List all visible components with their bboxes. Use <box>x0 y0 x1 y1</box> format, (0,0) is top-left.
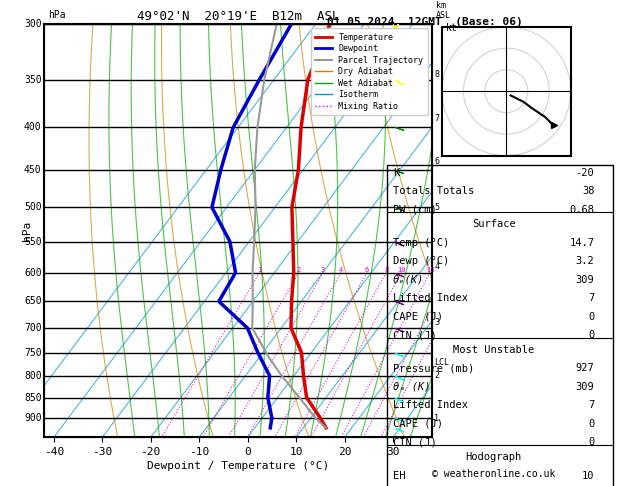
X-axis label: Dewpoint / Temperature (°C): Dewpoint / Temperature (°C) <box>147 461 329 471</box>
Text: 309: 309 <box>576 275 594 285</box>
Text: 700: 700 <box>24 323 42 333</box>
Text: Lifted Index: Lifted Index <box>393 293 468 303</box>
Text: 300: 300 <box>24 19 42 29</box>
Text: kt: kt <box>446 23 458 33</box>
Text: 7: 7 <box>588 293 594 303</box>
Text: 2: 2 <box>297 267 301 273</box>
Text: 600: 600 <box>24 268 42 278</box>
Text: 38: 38 <box>582 186 594 196</box>
Text: LCL: LCL <box>434 358 449 366</box>
Text: EH: EH <box>393 470 406 481</box>
Text: 10: 10 <box>397 267 406 273</box>
Text: 6: 6 <box>365 267 369 273</box>
Text: 0: 0 <box>588 330 594 340</box>
Text: Dewp (°C): Dewp (°C) <box>393 256 449 266</box>
Text: 900: 900 <box>24 413 42 423</box>
Text: 3: 3 <box>434 318 439 327</box>
Text: 10: 10 <box>582 470 594 481</box>
Text: Lifted Index: Lifted Index <box>393 400 468 410</box>
Text: Surface: Surface <box>472 219 516 229</box>
Text: 927: 927 <box>576 364 594 373</box>
Text: 8: 8 <box>384 267 388 273</box>
Text: CIN (J): CIN (J) <box>393 437 437 447</box>
Text: 4: 4 <box>339 267 343 273</box>
Text: 7: 7 <box>588 400 594 410</box>
Text: 1: 1 <box>434 414 439 422</box>
Text: 01.05.2024  12GMT  (Base: 06): 01.05.2024 12GMT (Base: 06) <box>326 17 523 27</box>
Text: 350: 350 <box>24 74 42 85</box>
Text: 6: 6 <box>434 157 439 166</box>
Text: Totals Totals: Totals Totals <box>393 186 474 196</box>
Text: 8: 8 <box>434 70 439 79</box>
Text: PW (cm): PW (cm) <box>393 205 437 215</box>
Text: 800: 800 <box>24 371 42 381</box>
Text: Most Unstable: Most Unstable <box>453 345 535 355</box>
Text: θₑ(K): θₑ(K) <box>393 275 425 285</box>
Text: 550: 550 <box>24 237 42 246</box>
Text: 0.68: 0.68 <box>569 205 594 215</box>
Title: 49°02'N  20°19'E  B12m  ASL: 49°02'N 20°19'E B12m ASL <box>136 10 339 23</box>
Text: 0: 0 <box>588 419 594 429</box>
Text: θₑ (K): θₑ (K) <box>393 382 431 392</box>
Text: 3.2: 3.2 <box>576 256 594 266</box>
Text: -20: -20 <box>576 168 594 178</box>
Text: 850: 850 <box>24 393 42 402</box>
Text: 309: 309 <box>576 382 594 392</box>
Text: 650: 650 <box>24 296 42 306</box>
Text: 400: 400 <box>24 122 42 132</box>
Text: 15: 15 <box>426 267 434 273</box>
Text: 4: 4 <box>434 262 439 271</box>
Text: 450: 450 <box>24 165 42 174</box>
Text: 3: 3 <box>321 267 325 273</box>
Text: 14.7: 14.7 <box>569 238 594 248</box>
Text: CIN (J): CIN (J) <box>393 330 437 340</box>
Text: 0: 0 <box>588 437 594 447</box>
Text: 750: 750 <box>24 347 42 358</box>
Text: 5: 5 <box>434 203 439 212</box>
Text: 7: 7 <box>434 114 439 123</box>
Text: 0: 0 <box>588 312 594 322</box>
Text: Pressure (mb): Pressure (mb) <box>393 364 474 373</box>
Text: 2: 2 <box>434 371 439 381</box>
Text: K: K <box>393 168 399 178</box>
Text: CAPE (J): CAPE (J) <box>393 312 443 322</box>
Text: hPa: hPa <box>48 10 65 20</box>
Text: Temp (°C): Temp (°C) <box>393 238 449 248</box>
Text: © weatheronline.co.uk: © weatheronline.co.uk <box>432 469 555 479</box>
Legend: Temperature, Dewpoint, Parcel Trajectory, Dry Adiabat, Wet Adiabat, Isotherm, Mi: Temperature, Dewpoint, Parcel Trajectory… <box>311 29 428 115</box>
Text: 1: 1 <box>257 267 262 273</box>
Text: km
ASL: km ASL <box>436 1 450 20</box>
Text: hPa: hPa <box>22 221 32 241</box>
Text: 500: 500 <box>24 202 42 212</box>
Text: Hodograph: Hodograph <box>465 452 522 462</box>
Text: CAPE (J): CAPE (J) <box>393 419 443 429</box>
